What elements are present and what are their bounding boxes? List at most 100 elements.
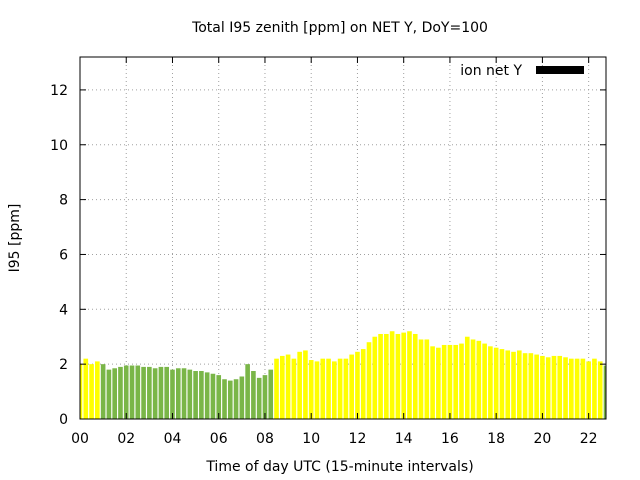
bar: [563, 357, 568, 419]
bar: [540, 355, 545, 419]
bar: [505, 350, 511, 419]
bar: [279, 355, 285, 419]
bar: [106, 369, 112, 419]
bar: [355, 351, 360, 419]
bar: [251, 371, 256, 419]
bar: [83, 358, 89, 419]
bar: [175, 368, 181, 419]
y-tick-label: 2: [59, 357, 68, 373]
bar: [320, 358, 326, 419]
bar: [511, 351, 516, 419]
bar: [360, 349, 366, 419]
bar: [326, 358, 331, 419]
bar: [222, 379, 227, 419]
bar: [470, 339, 476, 419]
bar: [308, 360, 314, 419]
bar: [268, 369, 274, 419]
bar: [210, 373, 216, 419]
bar: [545, 357, 551, 419]
bar: [384, 333, 389, 419]
legend-label: ion net Y: [460, 63, 522, 79]
bar: [586, 361, 591, 419]
y-tick-label: 12: [50, 83, 68, 99]
bar: [476, 340, 482, 419]
y-tick-label: 6: [59, 247, 68, 263]
bar: [193, 371, 198, 419]
bar: [332, 361, 337, 419]
chart-title: Total I95 zenith [ppm] on NET Y, DoY=100: [191, 20, 488, 36]
bar: [274, 358, 279, 419]
bar: [430, 346, 435, 419]
bar: [181, 368, 187, 419]
bar: [499, 349, 505, 419]
y-tick-label: 4: [59, 302, 68, 318]
bar: [459, 343, 464, 419]
bar: [597, 361, 603, 419]
y-tick-label: 0: [59, 412, 68, 428]
bar: [412, 333, 418, 419]
bar: [447, 344, 453, 419]
bar: [262, 375, 268, 419]
bar: [89, 364, 94, 419]
plot-frame: [79, 56, 607, 420]
y-axis-label: I95 [ppm]: [7, 204, 23, 273]
bar: [129, 365, 135, 419]
bar: [372, 336, 378, 419]
x-tick-label: 00: [71, 431, 89, 447]
bar: [337, 358, 343, 419]
bar: [482, 343, 487, 419]
bar: [245, 364, 250, 419]
bar: [441, 344, 447, 419]
bar: [407, 331, 412, 419]
bar: [493, 347, 499, 419]
bar: [603, 365, 606, 419]
bar: [112, 368, 117, 419]
bar: [343, 358, 349, 419]
x-tick-label: 04: [164, 431, 182, 447]
x-tick-label: 16: [441, 431, 459, 447]
x-tick-label: 18: [487, 431, 505, 447]
x-tick-label: 10: [302, 431, 320, 447]
bars: [80, 331, 606, 419]
bar: [147, 366, 152, 419]
bar: [436, 347, 441, 419]
bar: [227, 380, 233, 419]
legend-swatch: [536, 66, 584, 74]
grid: [80, 57, 606, 419]
bar: [557, 355, 563, 419]
bar: [464, 336, 470, 419]
bar: [488, 346, 493, 419]
bar: [418, 339, 424, 419]
x-tick-label: 12: [349, 431, 367, 447]
bar: [534, 354, 539, 419]
bar: [135, 365, 141, 419]
bar: [118, 366, 123, 419]
bar: [170, 369, 175, 419]
x-tick-label: 08: [256, 431, 274, 447]
bar: [378, 333, 383, 419]
legend: ion net Y: [460, 63, 584, 79]
bar: [285, 354, 291, 419]
bar: [424, 339, 430, 419]
y-tick-label: 8: [59, 193, 68, 209]
bar: [158, 366, 164, 419]
bar: [580, 358, 586, 419]
bar: [592, 358, 597, 419]
x-axis-label: Time of day UTC (15-minute intervals): [205, 459, 473, 475]
bar: [395, 333, 401, 419]
bar: [303, 350, 308, 419]
bar: [152, 368, 158, 419]
bar: [187, 369, 193, 419]
y-tick-label: 10: [50, 138, 68, 154]
bar: [453, 344, 459, 419]
bar: [528, 353, 534, 419]
bar: [199, 371, 204, 419]
bar: [551, 355, 557, 419]
bar: [516, 350, 522, 419]
bar: [297, 351, 302, 419]
bar: [216, 375, 222, 419]
bar: [164, 366, 170, 419]
bar: [100, 364, 106, 419]
